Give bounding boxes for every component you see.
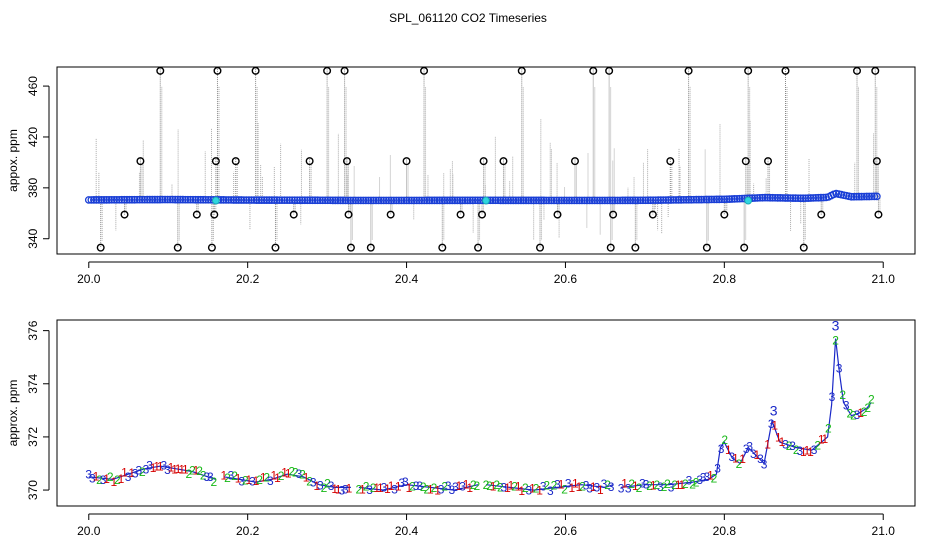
outlier-point bbox=[421, 68, 428, 75]
x-tick-label: 21.0 bbox=[872, 524, 896, 538]
outlier-point bbox=[341, 68, 348, 75]
x-tick-label: 20.4 bbox=[395, 524, 419, 538]
x-tick-label: 20.0 bbox=[77, 272, 101, 286]
point-label: 2 bbox=[211, 475, 218, 489]
bottom-y-axis-label: approx. ppm bbox=[6, 380, 20, 447]
outlier-point bbox=[606, 68, 613, 75]
y-tick-label: 420 bbox=[26, 127, 40, 147]
y-tick-label: 380 bbox=[26, 178, 40, 198]
outlier-point bbox=[324, 68, 331, 75]
point-label: 3 bbox=[829, 390, 836, 404]
y-tick-label: 460 bbox=[26, 76, 40, 96]
x-tick-label: 20.8 bbox=[713, 524, 737, 538]
point-label: 2 bbox=[832, 333, 839, 347]
top-y-axis: 340 380 420 460 bbox=[26, 76, 49, 249]
x-tick-label: 20.2 bbox=[236, 524, 260, 538]
series-line bbox=[621, 339, 871, 488]
cyan-marker bbox=[212, 197, 219, 204]
peak-label: 3 bbox=[832, 318, 840, 334]
point-label: 2 bbox=[868, 393, 875, 407]
x-tick-label: 20.6 bbox=[554, 524, 578, 538]
x-tick-label: 21.0 bbox=[872, 272, 896, 286]
point-label: 2 bbox=[825, 422, 832, 436]
x-tick-label: 20.8 bbox=[713, 272, 737, 286]
y-tick-label: 370 bbox=[26, 480, 40, 500]
point-label: 2 bbox=[474, 479, 481, 493]
y-tick-label: 372 bbox=[26, 427, 40, 447]
cyan-marker bbox=[483, 197, 490, 204]
x-tick-label: 20.6 bbox=[554, 272, 578, 286]
point-label: 1 bbox=[346, 481, 353, 495]
point-label: 3 bbox=[608, 480, 615, 494]
y-tick-label: 376 bbox=[26, 320, 40, 340]
bottom-x-axis: 20.0 20.2 20.4 20.6 20.8 21.0 bbox=[77, 514, 895, 538]
bottom-point-labels: 331231212113133233111331111122122332 1232… bbox=[85, 318, 875, 499]
point-label: 3 bbox=[714, 461, 721, 475]
bottom-series-lines bbox=[89, 339, 872, 491]
outlier-point bbox=[872, 68, 879, 75]
top-y-axis-label: appox. ppm bbox=[6, 129, 20, 192]
bottom-panel: 20.0 20.2 20.4 20.6 20.8 21.0 370 372 374 376 ap… bbox=[6, 318, 915, 538]
bottom-y-axis: 370 372 374 376 bbox=[26, 320, 49, 500]
point-label: 1 bbox=[764, 438, 771, 452]
x-tick-label: 20.4 bbox=[395, 272, 419, 286]
y-tick-label: 340 bbox=[26, 228, 40, 248]
top-plot-frame bbox=[57, 67, 915, 254]
co2-timeseries-figure: SPL_061120 CO2 Timeseries 20.0 20.2 20.4 20… bbox=[0, 0, 936, 540]
top-outlier-points bbox=[97, 68, 881, 251]
point-label: 3 bbox=[761, 457, 768, 471]
x-tick-label: 20.2 bbox=[236, 272, 260, 286]
x-tick-label: 20.0 bbox=[77, 524, 101, 538]
top-panel: 20.0 20.2 20.4 20.6 20.8 21.0 340 380 420 460 ap… bbox=[6, 67, 915, 286]
cyan-marker bbox=[745, 197, 752, 204]
y-tick-label: 374 bbox=[26, 373, 40, 393]
top-spike-lines bbox=[96, 67, 880, 248]
outlier-point bbox=[590, 68, 597, 75]
peak-label: 3 bbox=[770, 403, 778, 419]
outlier-point bbox=[745, 68, 752, 75]
figure-title: SPL_061120 CO2 Timeseries bbox=[389, 11, 547, 25]
point-label: 3 bbox=[836, 362, 843, 376]
top-x-axis: 20.0 20.2 20.4 20.6 20.8 21.0 bbox=[77, 262, 895, 286]
outlier-point bbox=[518, 68, 525, 75]
